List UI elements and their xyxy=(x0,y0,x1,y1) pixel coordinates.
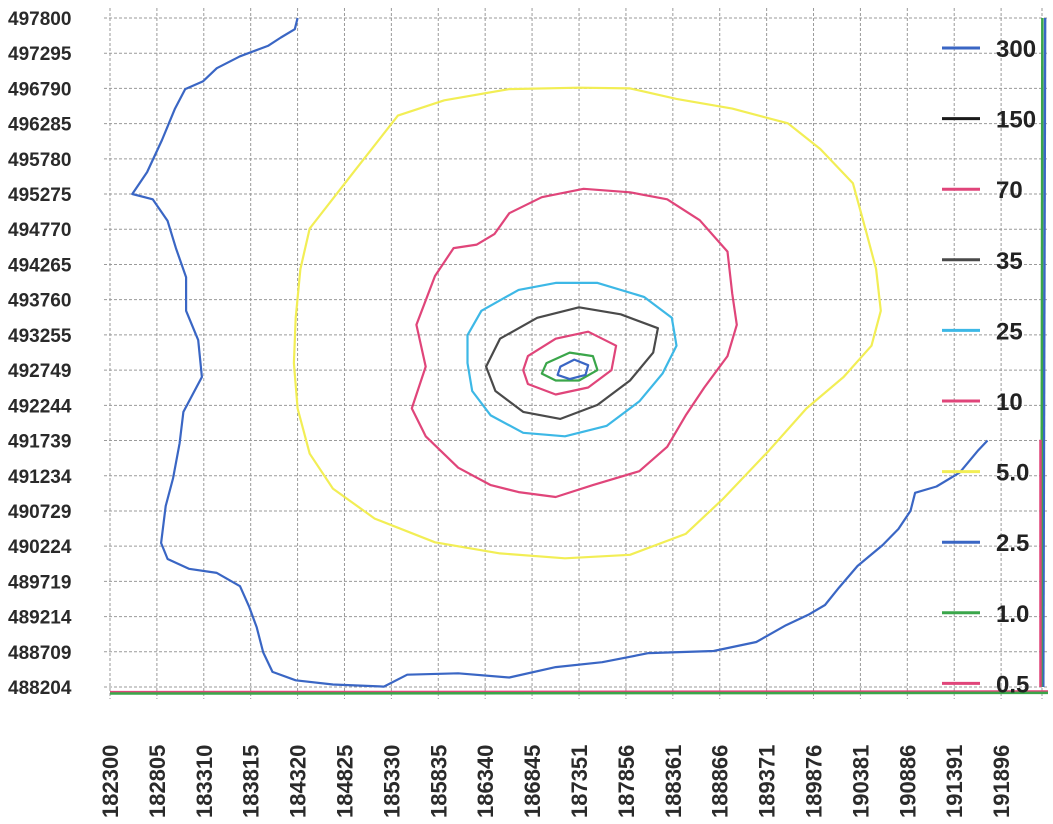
y-tick-label: 495275 xyxy=(8,185,72,206)
legend-label: 300 xyxy=(996,36,1036,63)
y-tick-label: 490224 xyxy=(8,537,72,558)
x-tick-label: 190886 xyxy=(895,745,920,818)
frame-edge-line xyxy=(1042,17,1047,688)
contour-5-0 xyxy=(292,86,882,560)
frame-edge-line xyxy=(109,691,1049,695)
y-tick-label: 493255 xyxy=(8,326,72,347)
contour-35 xyxy=(485,306,660,420)
y-tick-label: 492244 xyxy=(8,396,72,417)
y-tick-label: 497800 xyxy=(8,9,71,30)
y-tick-label: 489214 xyxy=(8,608,72,629)
x-tick-label: 185330 xyxy=(379,745,404,818)
y-tick-label: 490729 xyxy=(8,502,71,523)
x-tick-label: 182805 xyxy=(145,745,170,818)
x-tick-label: 191896 xyxy=(989,745,1014,818)
y-tick-label: 494265 xyxy=(8,255,72,276)
y-tick-label: 488709 xyxy=(8,643,71,664)
legend-label: 35 xyxy=(996,248,1023,275)
contour-2-5 xyxy=(131,17,989,688)
legend-label: 2.5 xyxy=(996,530,1029,557)
contour-70 xyxy=(522,330,618,396)
x-tick-label: 190381 xyxy=(848,745,873,818)
x-tick-label: 188361 xyxy=(661,745,686,818)
y-tick-label: 492749 xyxy=(8,361,71,382)
legend-label: 150 xyxy=(996,107,1036,134)
x-tick-label: 189876 xyxy=(802,745,827,818)
y-tick-label: 491234 xyxy=(8,467,72,488)
y-tick-label: 496790 xyxy=(8,79,71,100)
y-tick-label: 494770 xyxy=(8,220,71,241)
y-tick-label: 493760 xyxy=(8,291,71,312)
x-tick-label: 183815 xyxy=(239,745,264,818)
y-tick-label: 491739 xyxy=(8,432,71,453)
contour-25 xyxy=(466,281,678,438)
x-tick-label: 184320 xyxy=(286,745,311,818)
x-tick-label: 186340 xyxy=(473,745,498,818)
x-tick-label: 184825 xyxy=(332,745,357,818)
contour-300 xyxy=(556,358,590,381)
x-tick-label: 187351 xyxy=(567,745,592,818)
y-axis-tick-labels: 497800 497295 496790 496285 495780 495275 4947… xyxy=(8,9,72,699)
x-tick-label: 191391 xyxy=(942,745,967,818)
frame-layer xyxy=(109,17,1049,695)
x-tick-label: 189371 xyxy=(755,745,780,818)
y-tick-label: 488204 xyxy=(8,678,72,699)
x-tick-label: 186845 xyxy=(520,745,545,818)
x-axis-tick-labels: 182300 182805 183310 183815 184320 184825 1853… xyxy=(98,745,1014,818)
y-tick-label: 495780 xyxy=(8,150,71,171)
legend: 300 150 70 35 25 10 5.0 2.5 1.0 0.5 xyxy=(942,36,1036,698)
legend-label: 70 xyxy=(996,177,1023,204)
contour-1-0 xyxy=(540,351,599,382)
y-tick-label: 496285 xyxy=(8,115,72,136)
x-tick-label: 187856 xyxy=(614,745,639,818)
legend-label: 25 xyxy=(996,318,1023,345)
contour-10 xyxy=(410,187,738,499)
frame-edge-line xyxy=(109,690,1049,694)
x-tick-label: 183310 xyxy=(192,745,217,818)
legend-label: 1.0 xyxy=(996,601,1029,628)
x-tick-label: 188866 xyxy=(708,745,733,818)
y-tick-label: 497295 xyxy=(8,44,72,65)
x-tick-label: 185835 xyxy=(426,745,451,818)
x-tick-label: 182300 xyxy=(98,745,123,818)
contour-layer xyxy=(131,17,989,688)
legend-label: 10 xyxy=(996,389,1023,416)
y-tick-label: 489719 xyxy=(8,572,71,593)
legend-label: 0.5 xyxy=(996,671,1029,698)
legend-label: 5.0 xyxy=(996,460,1029,487)
